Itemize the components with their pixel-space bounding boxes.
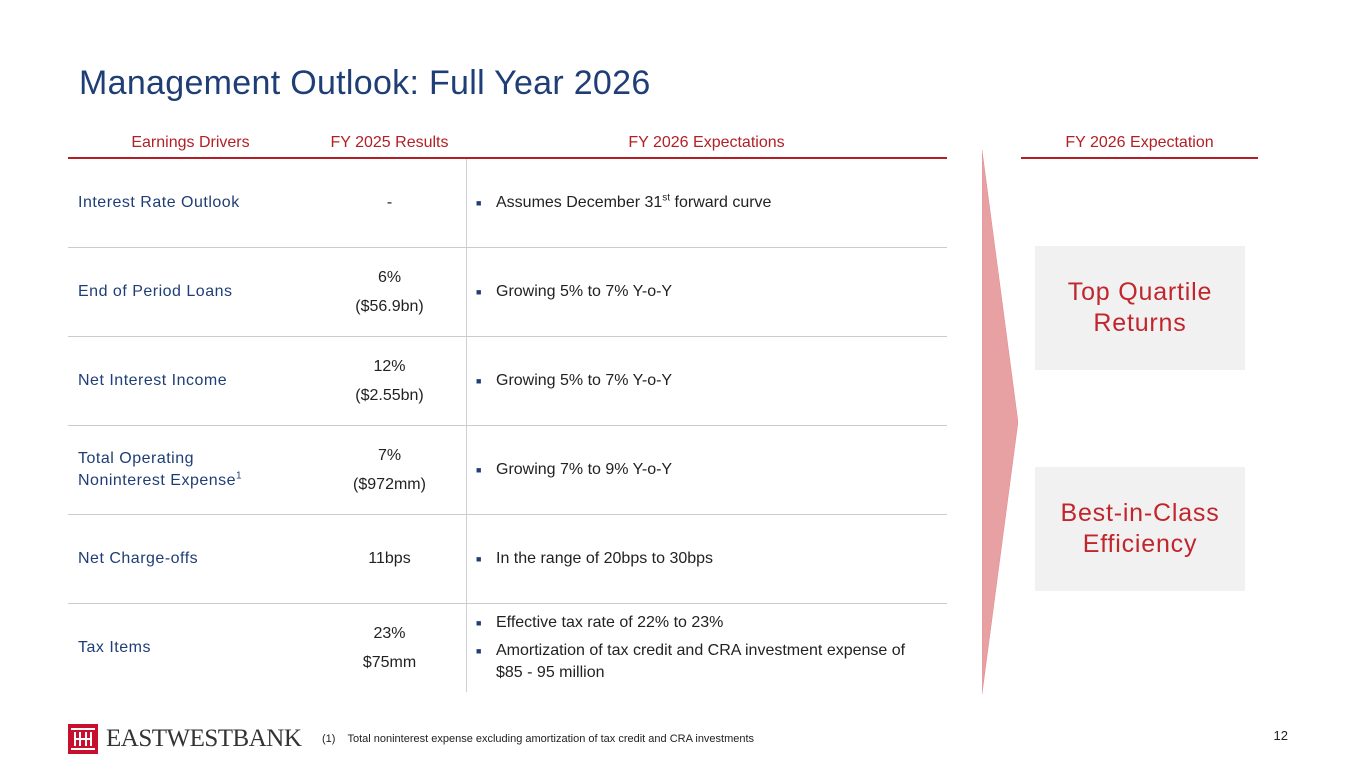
bullet-item: ■ Growing 5% to 7% Y-o-Y xyxy=(476,370,936,392)
bullet-icon: ■ xyxy=(476,618,482,628)
page-number: 12 xyxy=(1273,728,1288,743)
bullet-icon: ■ xyxy=(476,287,482,297)
bullet-text: Amortization of tax credit and CRA inves… xyxy=(496,642,906,681)
bullet-text: Effective tax rate of 22% to 23% xyxy=(496,614,724,631)
result-line: 11bps xyxy=(368,550,411,567)
expectation-cell: ■ Assumes December 31st forward curve xyxy=(476,159,936,247)
bullet-item: ■ Amortization of tax credit and CRA inv… xyxy=(476,640,936,684)
driver-label-line2: Noninterest Expense xyxy=(78,472,237,489)
result-value: 23% $75mm xyxy=(313,604,466,692)
header-rule-right xyxy=(1021,157,1258,159)
bullet-icon: ■ xyxy=(476,465,482,475)
footnote-text: Total noninterest expense excluding amor… xyxy=(347,733,755,745)
result-line: 23% xyxy=(373,624,406,642)
outcome-box-efficiency: Best-in-Class Efficiency xyxy=(1035,467,1245,591)
bullet-icon: ■ xyxy=(476,198,482,208)
driver-label-line1: Total Operating xyxy=(78,450,195,467)
result-line: 12% xyxy=(373,357,406,375)
table-row: Total Operating Noninterest Expense1 7% … xyxy=(68,426,947,515)
footnote-number: (1) xyxy=(322,733,336,745)
result-line: ($56.9bn) xyxy=(355,297,424,315)
bullet-text: Assumes December 31st forward curve xyxy=(496,192,771,214)
bullet-item: ■ Effective tax rate of 22% to 23% xyxy=(476,612,936,634)
bullet-text: Growing 7% to 9% Y-o-Y xyxy=(496,461,673,478)
table-row: Net Interest Income 12% ($2.55bn) ■ Grow… xyxy=(68,337,947,426)
logo-mark-icon xyxy=(68,724,98,754)
driver-label: Net Charge-offs xyxy=(78,550,199,567)
result-line: 6% xyxy=(377,268,402,286)
outcome-line1: Top Quartile xyxy=(1067,278,1213,306)
table-row: Net Charge-offs 11bps ■ In the range of … xyxy=(68,515,947,604)
result-line: 7% xyxy=(377,446,402,464)
page-title: Management Outlook: Full Year 2026 xyxy=(79,64,651,102)
bullet-item: ■ In the range of 20bps to 30bps xyxy=(476,548,936,570)
result-line: ($972mm) xyxy=(353,475,426,493)
company-logo: EASTWESTBANK xyxy=(68,723,303,755)
driver-label: Interest Rate Outlook xyxy=(78,194,240,211)
result-value: 6% ($56.9bn) xyxy=(313,248,466,336)
table-row: Interest Rate Outlook - ■ Assumes Decemb… xyxy=(68,159,947,248)
result-value: 7% ($972mm) xyxy=(313,426,466,514)
bullet-text: Growing 5% to 7% Y-o-Y xyxy=(496,372,673,389)
outcome-box-top-quartile: Top Quartile Returns xyxy=(1035,246,1245,370)
result-value: 11bps xyxy=(313,515,466,603)
footnote: (1) Total noninterest expense excluding a… xyxy=(322,733,754,745)
chevron-arrow-icon xyxy=(982,150,1018,694)
header-earnings-drivers: Earnings Drivers xyxy=(131,134,250,151)
bullet-text-tail: forward curve xyxy=(670,194,772,211)
bullet-item: ■ Growing 5% to 7% Y-o-Y xyxy=(476,281,936,303)
driver-label: Net Interest Income xyxy=(78,372,228,389)
result-value: - xyxy=(313,159,466,247)
bullet-item: ■ Assumes December 31st forward curve xyxy=(476,192,936,214)
bullet-icon: ■ xyxy=(476,554,482,564)
driver-label: Tax Items xyxy=(78,639,151,656)
driver-label: End of Period Loans xyxy=(78,283,233,300)
result-line: ($2.55bn) xyxy=(355,386,424,404)
result-line: $75mm xyxy=(362,653,417,671)
bullet-text: Growing 5% to 7% Y-o-Y xyxy=(496,283,673,300)
outcome-line2: Efficiency xyxy=(1082,530,1198,558)
bullet-text: In the range of 20bps to 30bps xyxy=(496,550,714,567)
result-value: 12% ($2.55bn) xyxy=(313,337,466,425)
bullet-text-main: Assumes December 31 xyxy=(496,194,663,211)
table-row: Tax Items 23% $75mm ■ Effective tax rate… xyxy=(68,604,947,692)
expectation-cell: ■ In the range of 20bps to 30bps xyxy=(476,515,936,603)
bullet-icon: ■ xyxy=(476,646,482,656)
driver-label: Total Operating Noninterest Expense1 xyxy=(78,426,308,514)
expectation-cell: ■ Growing 5% to 7% Y-o-Y xyxy=(476,248,936,336)
table-row: End of Period Loans 6% ($56.9bn) ■ Growi… xyxy=(68,248,947,337)
expectation-cell: ■ Growing 7% to 9% Y-o-Y xyxy=(476,426,936,514)
bullet-icon: ■ xyxy=(476,376,482,386)
footnote-marker: 1 xyxy=(236,470,242,482)
bullet-item: ■ Growing 7% to 9% Y-o-Y xyxy=(476,459,936,481)
expectation-cell: ■ Growing 5% to 7% Y-o-Y xyxy=(476,337,936,425)
header-fy2025-results: FY 2025 Results xyxy=(330,134,449,151)
header-fy2026-expectation: FY 2026 Expectation xyxy=(1065,134,1214,151)
expectation-cell: ■ Effective tax rate of 22% to 23% ■ Amo… xyxy=(476,604,936,692)
outcome-line2: Returns xyxy=(1093,309,1187,337)
header-fy2026-expectations: FY 2026 Expectations xyxy=(628,134,785,151)
outcome-line1: Best-in-Class xyxy=(1060,499,1220,527)
result-line: - xyxy=(386,194,393,211)
header-rule xyxy=(68,157,947,159)
logo-wordmark: EASTWESTBANK xyxy=(106,725,302,752)
ordinal-suffix: st xyxy=(662,192,671,204)
